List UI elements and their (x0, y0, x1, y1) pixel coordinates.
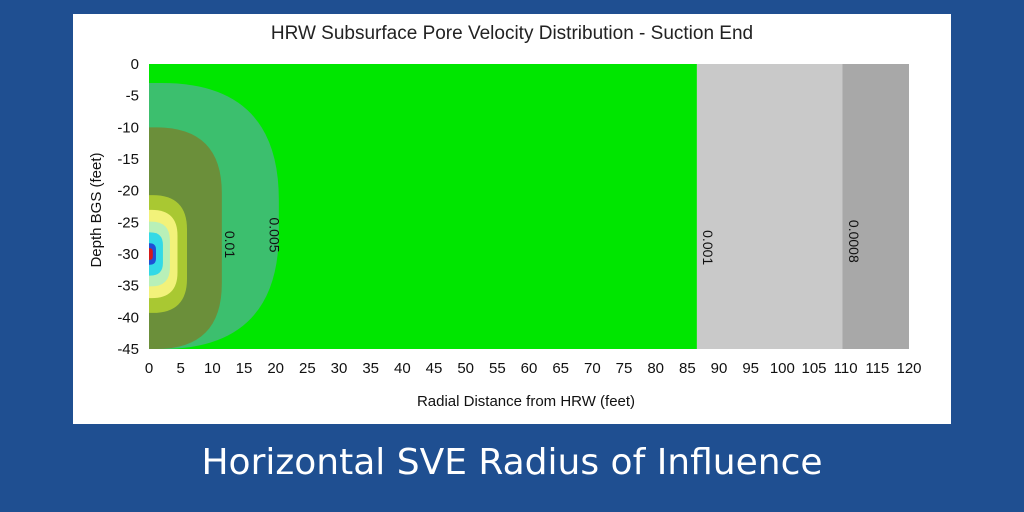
y-axis-title: Depth BGS (feet) (88, 152, 105, 267)
y-tick-label: -20 (117, 183, 139, 200)
contour-label-0: 0.0008 (846, 220, 862, 263)
x-tick-label: 105 (801, 360, 826, 377)
y-tick-label: -35 (117, 278, 139, 295)
y-tick-label: -30 (117, 246, 139, 263)
x-tick-label: 90 (711, 360, 728, 377)
caption: Horizontal SVE Radius of Influence (201, 442, 823, 483)
x-tick-label: 70 (584, 360, 601, 377)
x-tick-label: 40 (394, 360, 411, 377)
x-tick-label: 100 (770, 360, 795, 377)
y-tick-label: 0 (131, 56, 139, 73)
x-tick-label: 115 (865, 360, 889, 377)
x-tick-label: 80 (647, 360, 664, 377)
x-tick-label: 85 (679, 360, 696, 377)
x-tick-label: 50 (457, 360, 474, 377)
pore-velocity-chart: HRW Subsurface Pore Velocity Distributio… (88, 23, 922, 410)
x-tick-label: 60 (521, 360, 538, 377)
x-tick-label: 10 (204, 360, 221, 377)
y-tick-label: -5 (126, 88, 139, 105)
x-tick-label: 30 (331, 360, 348, 377)
x-tick-label: 55 (489, 360, 506, 377)
x-axis-title: Radial Distance from HRW (feet) (417, 393, 635, 410)
y-tick-label: -15 (117, 151, 139, 168)
x-tick-label: 65 (552, 360, 569, 377)
x-tick-label: 110 (834, 360, 858, 377)
x-axis: 0 5 10 15 20 25 30 35 40 45 50 55 60 65 70 75 80 85 90 95 10… (145, 360, 922, 377)
velocity-band-8 (149, 232, 163, 276)
x-tick-label: 15 (236, 360, 253, 377)
x-tick-label: 0 (145, 360, 153, 377)
plot-area (149, 64, 909, 349)
x-tick-label: 95 (742, 360, 759, 377)
velocity-band-10 (149, 248, 153, 260)
contour-label-1: 0.001 (700, 230, 716, 265)
x-tick-label: 75 (616, 360, 633, 377)
y-axis: 0 -5 -10 -15 -20 -25 -30 -35 -40 -45 (117, 56, 139, 358)
chart-panel: HRW Subsurface Pore Velocity Distributio… (73, 14, 951, 424)
x-tick-label: 45 (426, 360, 443, 377)
x-tick-label: 25 (299, 360, 316, 377)
contour-label-2: 0.005 (266, 217, 282, 252)
chart-title: HRW Subsurface Pore Velocity Distributio… (271, 23, 753, 44)
velocity-band-2 (149, 64, 697, 349)
y-tick-label: -10 (117, 119, 139, 136)
x-tick-label: 5 (176, 360, 184, 377)
y-tick-label: -40 (117, 309, 139, 326)
x-tick-label: 20 (267, 360, 284, 377)
y-tick-label: -45 (117, 341, 139, 358)
y-tick-label: -25 (117, 214, 139, 231)
x-tick-label: 35 (362, 360, 379, 377)
contour-labels: 0.0008 0.001 0.005 0.01 (222, 217, 862, 265)
contour-label-3: 0.01 (222, 231, 238, 258)
x-tick-label: 120 (896, 360, 921, 377)
